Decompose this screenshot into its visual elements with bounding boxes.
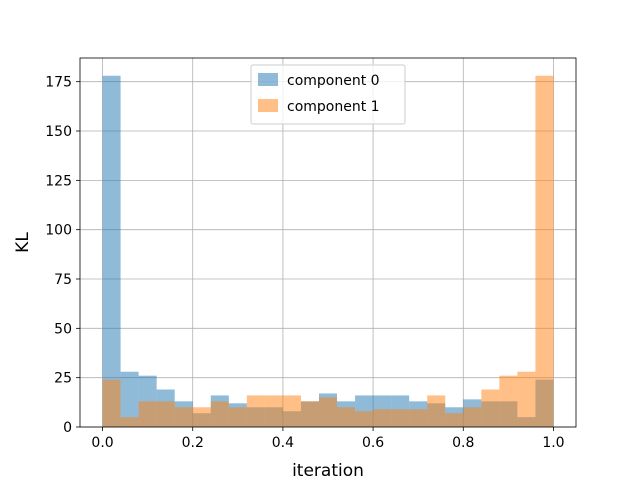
y-tick-label: 150 (45, 124, 72, 140)
bar-component-1 (463, 407, 482, 427)
bar-component-1 (445, 413, 464, 427)
bar-component-1 (138, 401, 157, 427)
legend-swatch-component-0 (258, 73, 278, 86)
x-tick-label: 0.6 (362, 435, 384, 451)
bar-component-1 (264, 395, 283, 427)
x-tick-label: 0.0 (91, 435, 113, 451)
bar-component-1 (318, 397, 338, 427)
bar-component-1 (120, 417, 139, 427)
legend-box (250, 64, 406, 125)
bar-component-1 (517, 371, 536, 427)
bar-component-1 (210, 401, 229, 427)
legend-swatch-component-1 (258, 99, 278, 112)
bar-component-1 (337, 407, 356, 427)
y-tick-label: 25 (54, 371, 72, 387)
bar-component-1 (156, 401, 175, 427)
bar-component-1 (228, 407, 247, 427)
bar-component-1 (535, 75, 554, 427)
bar-component-0 (102, 75, 121, 427)
bar-component-1 (192, 407, 211, 427)
y-tick-label: 50 (54, 321, 72, 337)
legend-label-component-1: component 1 (287, 99, 380, 115)
x-tick-label: 1.0 (542, 435, 564, 451)
legend-label-component-0: component 0 (287, 73, 380, 89)
bar-component-1 (391, 409, 410, 427)
x-tick-label: 0.4 (272, 435, 294, 451)
legend: component 0 component 1 (250, 64, 406, 125)
bar-component-1 (427, 395, 446, 427)
bar-component-1 (373, 409, 392, 427)
bar-component-1 (102, 379, 121, 427)
x-tick-label: 0.2 (182, 435, 204, 451)
x-tick-label: 0.8 (452, 435, 474, 451)
histogram-bars (102, 75, 554, 427)
plot-frame (79, 57, 577, 428)
y-tick-label: 75 (54, 272, 72, 288)
bar-component-1 (300, 401, 319, 427)
bar-component-0 (120, 371, 139, 427)
bar-component-1 (499, 375, 518, 427)
y-axis-label: KL (13, 232, 33, 253)
bar-component-1 (355, 411, 374, 427)
bar-component-1 (246, 395, 265, 427)
axis-ticks: 0.0 0.2 0.4 0.6 0.8 1.0 0 25 50 75 100 125 150 175 (45, 75, 564, 451)
y-tick-label: 125 (45, 173, 72, 189)
bar-component-1 (282, 395, 301, 427)
y-tick-label: 175 (45, 75, 72, 91)
bar-component-1 (481, 389, 500, 427)
bar-component-1 (409, 409, 428, 427)
y-tick-label: 100 (45, 223, 72, 239)
y-tick-label: 0 (63, 420, 72, 436)
x-axis-label: iteration (292, 461, 364, 480)
bar-component-1 (174, 407, 193, 427)
